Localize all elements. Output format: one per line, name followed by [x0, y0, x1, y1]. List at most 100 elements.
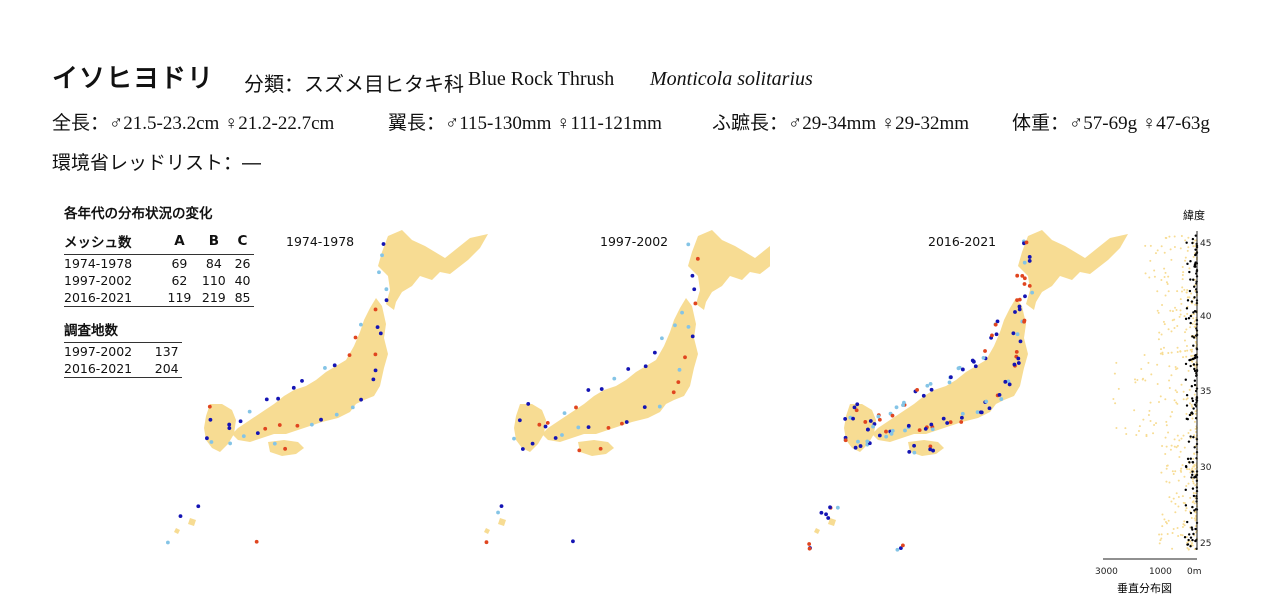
land-elevation-dot: [1192, 457, 1195, 460]
distribution-change-block: 各年代の分布状況の変化 メッシュ数 A B C 1974-1978 69 84 …: [64, 202, 258, 378]
survey-dot: [263, 426, 268, 431]
record-elevation-dot: [1186, 457, 1190, 461]
survey-dot: [319, 417, 323, 422]
land-elevation-dot: [1182, 501, 1185, 504]
land-elevation-dot: [1190, 350, 1193, 353]
survey-dot: [659, 336, 664, 341]
land-elevation-dot: [1153, 275, 1156, 278]
land-elevation-dot: [1125, 432, 1128, 435]
map-period-label: 2016-2021: [928, 234, 997, 249]
land-elevation-dot: [1183, 339, 1186, 342]
land-elevation-dot: [1160, 537, 1163, 540]
land-elevation-dot: [1194, 410, 1197, 413]
land-elevation-dot: [1193, 434, 1196, 437]
land-area: [514, 404, 546, 452]
land-elevation-dot: [1135, 434, 1138, 437]
survey-dot: [1030, 290, 1035, 295]
alt-tick-1000: 1000: [1149, 567, 1172, 577]
survey-dot: [334, 412, 339, 417]
survey-dot: [915, 387, 920, 392]
land-elevation-dot: [1185, 484, 1188, 487]
record-elevation-dot: [1194, 265, 1197, 268]
land-elevation-dot: [1175, 446, 1178, 449]
survey-dot: [537, 422, 542, 427]
land-elevation-dot: [1160, 278, 1163, 281]
survey-dot: [917, 428, 922, 433]
land-elevation-dot: [1176, 527, 1179, 530]
land-elevation-dot: [1144, 244, 1147, 247]
land-elevation-dot: [1138, 425, 1141, 428]
survey-dot: [520, 447, 525, 451]
land-elevation-dot: [1173, 327, 1176, 330]
land-elevation-dot: [1171, 532, 1174, 535]
survey-dot: [373, 352, 378, 357]
distribution-map-1997-2002: [484, 230, 770, 545]
land-elevation-dot: [1181, 286, 1184, 289]
record-elevation-dot: [1186, 262, 1189, 266]
survey-dot: [332, 363, 337, 368]
land-elevation-dot: [1188, 468, 1191, 471]
land-elevation-dot: [1186, 349, 1189, 352]
header-mesh-count: メッシュ数: [64, 235, 132, 251]
land-elevation-dot: [1186, 312, 1189, 315]
survey-dot: [903, 428, 907, 433]
lat-tick-40: 40: [1200, 312, 1212, 322]
record-elevation-dot: [1190, 411, 1193, 415]
land-elevation-dot: [1165, 522, 1168, 525]
land-elevation-dot: [1157, 338, 1160, 341]
land-elevation-dot: [1166, 283, 1169, 286]
survey-dot: [571, 539, 575, 544]
record-elevation-dot: [1189, 511, 1193, 515]
land-elevation-dot: [1176, 290, 1179, 293]
survey-dot: [928, 444, 933, 449]
survey-dot: [975, 410, 980, 415]
survey-dot: [576, 425, 581, 430]
land-elevation-dot: [1144, 379, 1147, 382]
land-elevation-dot: [1193, 320, 1196, 323]
land-elevation-dot: [1144, 272, 1147, 275]
japan-land: [484, 230, 770, 534]
land-elevation-dot: [1185, 355, 1188, 358]
record-elevation-dot: [1193, 446, 1196, 449]
survey-dot: [895, 547, 900, 552]
land-elevation-dot: [1184, 256, 1187, 259]
land-elevation-dot: [1162, 346, 1165, 349]
land-elevation-dot: [1189, 348, 1192, 351]
land-elevation-dot: [1160, 333, 1163, 336]
land-elevation-dot: [1192, 354, 1195, 357]
land-elevation-dot: [1156, 382, 1159, 385]
survey-dot: [205, 436, 209, 441]
land-elevation-dot: [1165, 464, 1168, 467]
land-elevation-dot: [1183, 475, 1186, 478]
record-elevation-dot: [1193, 383, 1197, 387]
survey-dot: [981, 356, 986, 360]
survey-dot: [956, 366, 961, 371]
land-elevation-dot: [1169, 248, 1172, 251]
land-elevation-dot: [1159, 395, 1162, 398]
distribution-dots: [807, 239, 1035, 552]
survey-dot: [496, 510, 500, 515]
survey-dot: [1016, 356, 1021, 361]
land-elevation-dot: [1185, 344, 1188, 347]
land-elevation-dot: [1173, 438, 1176, 441]
vertical-chart-caption: 垂直分布図: [1117, 581, 1172, 595]
survey-dot: [680, 310, 684, 315]
record-elevation-dot: [1193, 509, 1196, 512]
survey-dot: [295, 423, 300, 428]
survey-dot: [690, 273, 695, 278]
survey-dot: [929, 422, 934, 427]
land-elevation-dot: [1168, 235, 1171, 238]
map-period-label: 1997-2002: [600, 234, 669, 249]
land-elevation-dot: [1175, 492, 1178, 495]
survey-dot: [900, 543, 905, 548]
survey-dot: [1022, 260, 1027, 265]
survey-dot: [624, 420, 629, 424]
survey-dot: [1011, 331, 1016, 336]
land-elevation-dot: [1182, 271, 1185, 274]
survey-dot: [868, 419, 873, 423]
survey-dot: [530, 441, 535, 446]
survey-dot: [347, 353, 352, 358]
land-area: [484, 528, 490, 534]
survey-dot: [889, 431, 894, 436]
record-elevation-dot: [1190, 476, 1193, 479]
